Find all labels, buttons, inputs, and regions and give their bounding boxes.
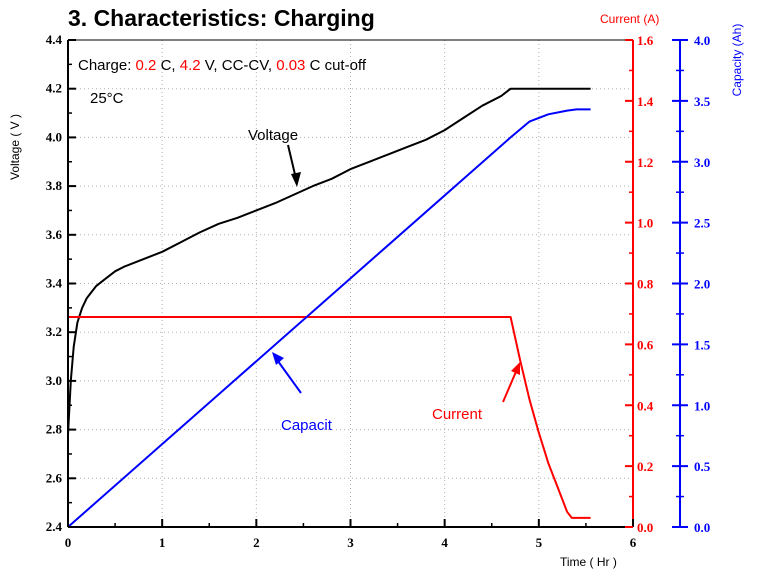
condition-c-rate: 0.2 bbox=[136, 57, 157, 74]
current-tick-label: 1.0 bbox=[637, 216, 653, 231]
series-line-current bbox=[68, 316, 591, 519]
series-lines bbox=[67, 87, 591, 528]
current-annotation-arrow bbox=[502, 362, 520, 403]
x-tick-label: 2 bbox=[253, 535, 260, 550]
condition-text: Charge: 0.2 C, 4.2 V, CC-CV, 0.03 C cut-… bbox=[78, 57, 367, 74]
voltage-tick-label: 3.6 bbox=[46, 227, 63, 242]
voltage-tick-label: 2.6 bbox=[46, 470, 63, 485]
axes: 0 1 2 3 4 5 6 2.4 2.6 2.8 3.0 3.2 3.4 3.6 3.8 4.0 4.2 4.4… bbox=[46, 32, 711, 550]
capacity-tick-label: 2.0 bbox=[694, 277, 710, 292]
series-line-voltage bbox=[67, 87, 591, 435]
voltage-tick-label: 2.8 bbox=[46, 422, 63, 437]
capacity-tick-label: 0.5 bbox=[694, 459, 711, 474]
voltage-annotation: Voltage bbox=[248, 127, 298, 144]
capacity-tick-label: 3.0 bbox=[694, 155, 710, 170]
current-tick-label: 1.2 bbox=[637, 155, 653, 170]
condition-voltage: 4.2 bbox=[180, 57, 201, 74]
condition-prefix: Charge: bbox=[78, 57, 136, 74]
x-tick-label: 4 bbox=[441, 535, 448, 550]
voltage-tick-label: 4.2 bbox=[46, 81, 62, 96]
capacity-annotation-arrow bbox=[272, 352, 302, 394]
voltage-tick-label: 4.0 bbox=[46, 129, 62, 144]
current-annotation: Current bbox=[432, 406, 483, 423]
x-tick-label: 3 bbox=[347, 535, 354, 550]
capacity-tick-label: 1.5 bbox=[694, 337, 711, 352]
x-axis-label: Time ( Hr ) bbox=[560, 555, 617, 569]
voltage-tick-label: 3.2 bbox=[46, 324, 62, 339]
current-tick-label: 1.6 bbox=[637, 33, 654, 48]
capacity-tick-label: 4.0 bbox=[694, 33, 710, 48]
voltage-tick-label: 3.8 bbox=[46, 178, 63, 193]
x-tick-label: 5 bbox=[536, 535, 543, 550]
capacity-tick-label: 2.5 bbox=[694, 216, 711, 231]
voltage-tick-label: 3.4 bbox=[46, 276, 63, 291]
current-tick-label: 1.4 bbox=[637, 94, 654, 109]
current-tick-label: 0.4 bbox=[637, 398, 654, 413]
voltage-tick-label: 4.4 bbox=[46, 32, 63, 47]
voltage-axis-label: Voltage ( V ) bbox=[8, 114, 22, 180]
current-tick-label: 0.2 bbox=[637, 459, 653, 474]
current-axis-label: Current (A) bbox=[600, 12, 659, 26]
temperature-label: 25°C bbox=[90, 90, 124, 107]
condition-cutoff: 0.03 bbox=[276, 57, 305, 74]
capacity-tick-label: 3.5 bbox=[694, 94, 711, 109]
capacity-tick-label: 1.0 bbox=[694, 398, 710, 413]
x-tick-label: 0 bbox=[65, 535, 72, 550]
current-tick-label: 0.8 bbox=[637, 277, 654, 292]
voltage-annotation-arrow bbox=[287, 144, 301, 187]
x-tick-label: 6 bbox=[630, 535, 637, 550]
x-tick-label: 1 bbox=[159, 535, 166, 550]
capacity-axis-label: Capacity (Ah) bbox=[730, 24, 744, 97]
voltage-tick-label: 2.4 bbox=[46, 519, 63, 534]
chart-title: 3. Characteristics: Charging bbox=[68, 5, 375, 31]
capacity-tick-label: 0.0 bbox=[694, 520, 710, 535]
current-tick-label: 0.0 bbox=[637, 520, 653, 535]
voltage-tick-label: 3.0 bbox=[46, 373, 62, 388]
condition-c-rate-unit: C, bbox=[156, 57, 179, 74]
capacity-annotation: Capacit bbox=[281, 417, 333, 434]
series-line-capacity bbox=[67, 108, 591, 528]
condition-cutoff-unit: C cut-off bbox=[305, 57, 366, 74]
grid-lines bbox=[68, 40, 633, 527]
condition-voltage-unit: V, CC-CV, bbox=[201, 57, 277, 74]
current-tick-label: 0.6 bbox=[637, 337, 654, 352]
